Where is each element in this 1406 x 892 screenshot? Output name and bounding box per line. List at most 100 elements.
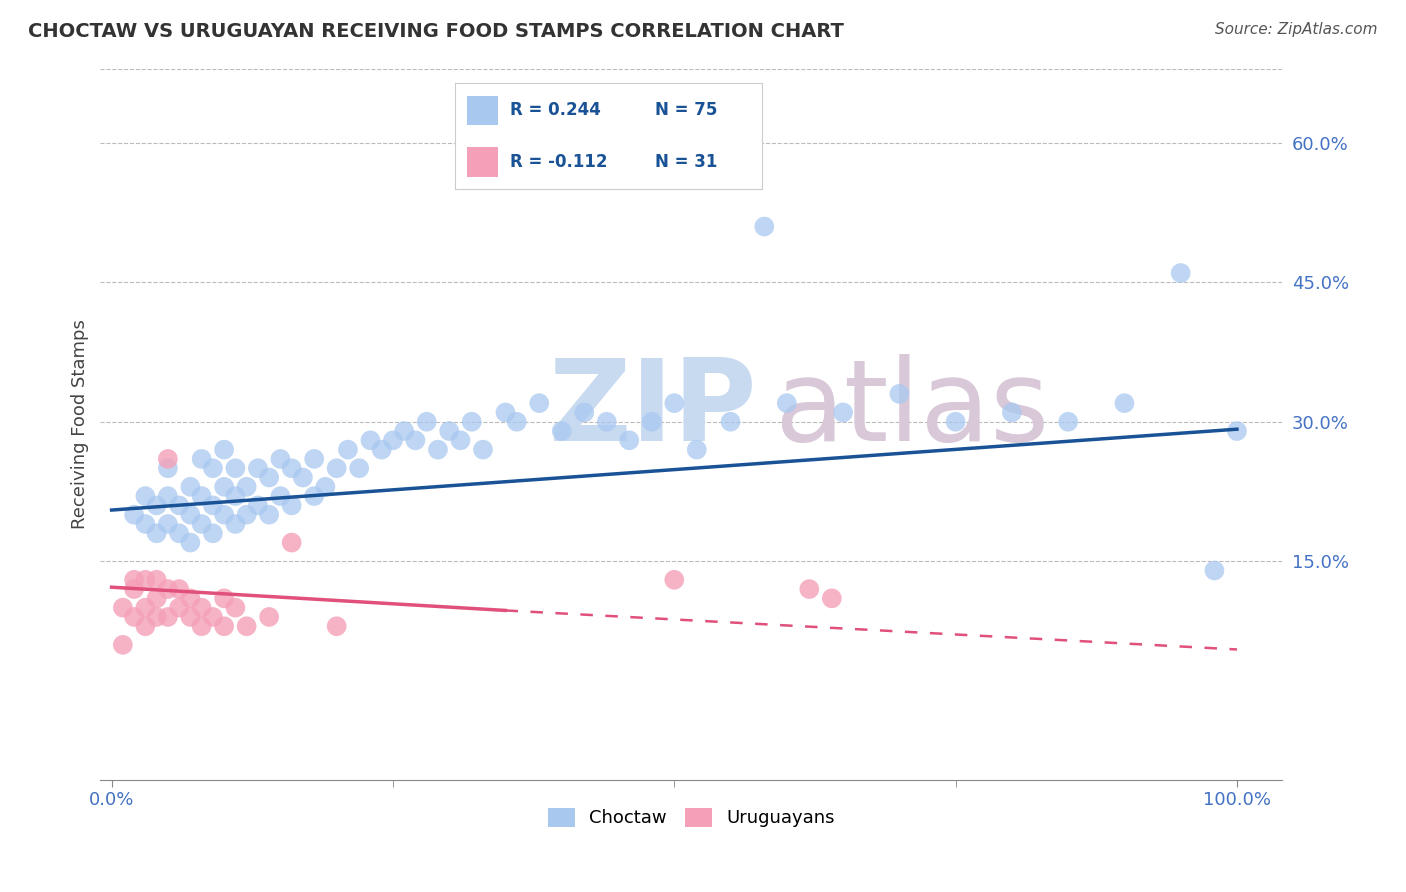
- Point: [619, 434, 641, 448]
- Point: [156, 489, 179, 503]
- Point: [224, 489, 246, 503]
- Point: [280, 461, 302, 475]
- Point: [945, 415, 967, 429]
- Point: [754, 219, 776, 234]
- Point: [156, 582, 179, 596]
- Point: [212, 442, 235, 457]
- Point: [889, 387, 911, 401]
- Point: [325, 619, 347, 633]
- Point: [325, 461, 347, 475]
- Point: [190, 619, 212, 633]
- Y-axis label: Receiving Food Stamps: Receiving Food Stamps: [72, 319, 89, 529]
- Point: [257, 508, 280, 522]
- Point: [156, 610, 179, 624]
- Point: [641, 415, 664, 429]
- Point: [1001, 405, 1024, 419]
- Text: atlas: atlas: [773, 354, 1049, 466]
- Point: [190, 516, 212, 531]
- Point: [1057, 415, 1080, 429]
- Point: [224, 600, 246, 615]
- Point: [686, 442, 709, 457]
- Point: [145, 526, 167, 541]
- Point: [156, 451, 179, 466]
- Point: [437, 424, 460, 438]
- Point: [257, 470, 280, 484]
- Point: [246, 499, 269, 513]
- Point: [122, 610, 145, 624]
- Point: [574, 405, 596, 419]
- Point: [404, 434, 426, 448]
- Point: [179, 508, 201, 522]
- Point: [291, 470, 314, 484]
- Point: [415, 415, 437, 429]
- Point: [302, 489, 325, 503]
- Point: [167, 526, 190, 541]
- Point: [799, 582, 821, 596]
- Point: [224, 461, 246, 475]
- Point: [1226, 424, 1249, 438]
- Point: [179, 591, 201, 606]
- Point: [821, 591, 844, 606]
- Point: [167, 499, 190, 513]
- Point: [111, 600, 134, 615]
- Point: [111, 638, 134, 652]
- Point: [179, 610, 201, 624]
- Point: [134, 573, 156, 587]
- Point: [201, 526, 224, 541]
- Point: [235, 480, 257, 494]
- Point: [190, 489, 212, 503]
- Point: [336, 442, 359, 457]
- Point: [212, 619, 235, 633]
- Point: [235, 508, 257, 522]
- Point: [269, 489, 291, 503]
- Point: [269, 451, 291, 466]
- Point: [1114, 396, 1136, 410]
- Text: ZIP: ZIP: [550, 354, 758, 466]
- Point: [257, 610, 280, 624]
- Point: [224, 516, 246, 531]
- Point: [122, 582, 145, 596]
- Point: [167, 582, 190, 596]
- Point: [122, 508, 145, 522]
- Point: [776, 396, 799, 410]
- Point: [145, 610, 167, 624]
- Point: [179, 480, 201, 494]
- Point: [134, 489, 156, 503]
- Point: [551, 424, 574, 438]
- Point: [145, 573, 167, 587]
- Point: [280, 499, 302, 513]
- Point: [472, 442, 495, 457]
- Point: [190, 600, 212, 615]
- Point: [212, 508, 235, 522]
- Point: [495, 405, 517, 419]
- Legend: Choctaw, Uruguayans: Choctaw, Uruguayans: [540, 801, 842, 835]
- Point: [596, 415, 619, 429]
- Point: [347, 461, 370, 475]
- Point: [201, 461, 224, 475]
- Point: [134, 600, 156, 615]
- Point: [201, 610, 224, 624]
- Point: [235, 619, 257, 633]
- Point: [664, 396, 686, 410]
- Point: [314, 480, 336, 494]
- Point: [302, 451, 325, 466]
- Point: [426, 442, 449, 457]
- Point: [461, 415, 484, 429]
- Point: [1170, 266, 1192, 280]
- Text: Source: ZipAtlas.com: Source: ZipAtlas.com: [1215, 22, 1378, 37]
- Point: [381, 434, 404, 448]
- Point: [179, 535, 201, 549]
- Point: [190, 451, 212, 466]
- Text: CHOCTAW VS URUGUAYAN RECEIVING FOOD STAMPS CORRELATION CHART: CHOCTAW VS URUGUAYAN RECEIVING FOOD STAM…: [28, 22, 844, 41]
- Point: [212, 480, 235, 494]
- Point: [359, 434, 381, 448]
- Point: [212, 591, 235, 606]
- Point: [145, 591, 167, 606]
- Point: [720, 415, 742, 429]
- Point: [156, 516, 179, 531]
- Point: [832, 405, 855, 419]
- Point: [201, 499, 224, 513]
- Point: [280, 535, 302, 549]
- Point: [122, 573, 145, 587]
- Point: [1204, 564, 1226, 578]
